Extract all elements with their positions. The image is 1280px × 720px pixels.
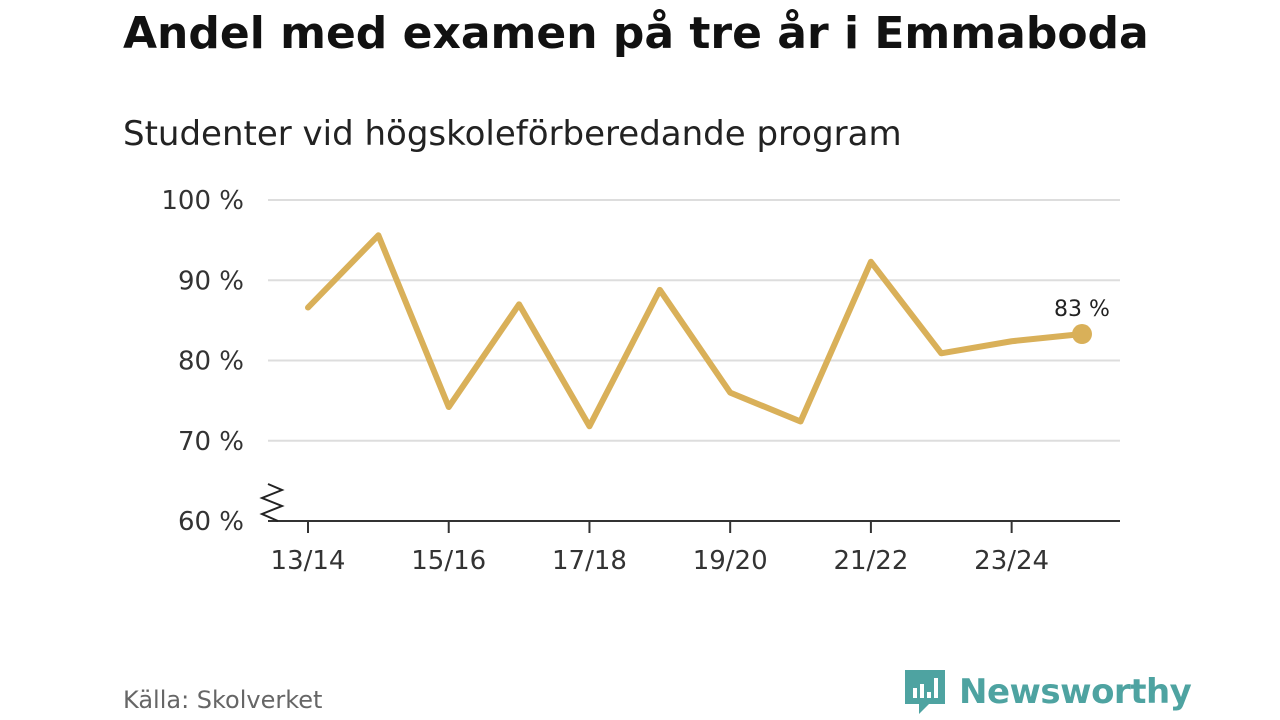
y-axis-ticks: 60 % 70 % 80 % 90 % 100 %: [161, 186, 244, 537]
gridlines: [268, 199, 1120, 442]
y-tick-label: 90 %: [178, 266, 244, 296]
y-tick-label: 60 %: [178, 507, 244, 537]
y-tick-label: 100 %: [161, 186, 244, 216]
brand-logo: Newsworthy: [903, 668, 1192, 716]
x-tick-label: 19/20: [693, 546, 768, 576]
y-tick-label: 70 %: [178, 427, 244, 457]
series-layer: 83 %: [305, 232, 1110, 430]
x-tick-label: 15/16: [411, 546, 486, 576]
x-tick-label: 13/14: [271, 546, 346, 576]
series-end-point: [1072, 324, 1092, 345]
x-axis-ticks: 13/14 15/16 17/18 19/20 21/22 23/24: [271, 521, 1049, 576]
series-line: [305, 232, 1085, 430]
brand-name: Newsworthy: [959, 672, 1192, 712]
x-tick-label: 17/18: [552, 546, 627, 576]
end-value-label: 83 %: [1054, 297, 1110, 322]
x-tick-label: 21/22: [833, 546, 908, 576]
chart-title: Andel med examen på tre år i Emmaboda: [123, 8, 1149, 59]
newsworthy-logo-icon: [905, 670, 945, 714]
chart-subtitle: Studenter vid högskoleförberedande progr…: [123, 114, 902, 154]
y-axis-break-icon: [259, 483, 285, 522]
x-tick-label: 23/24: [974, 546, 1049, 576]
source-note: Källa: Skolverket: [123, 686, 323, 714]
y-tick-label: 80 %: [178, 347, 244, 377]
